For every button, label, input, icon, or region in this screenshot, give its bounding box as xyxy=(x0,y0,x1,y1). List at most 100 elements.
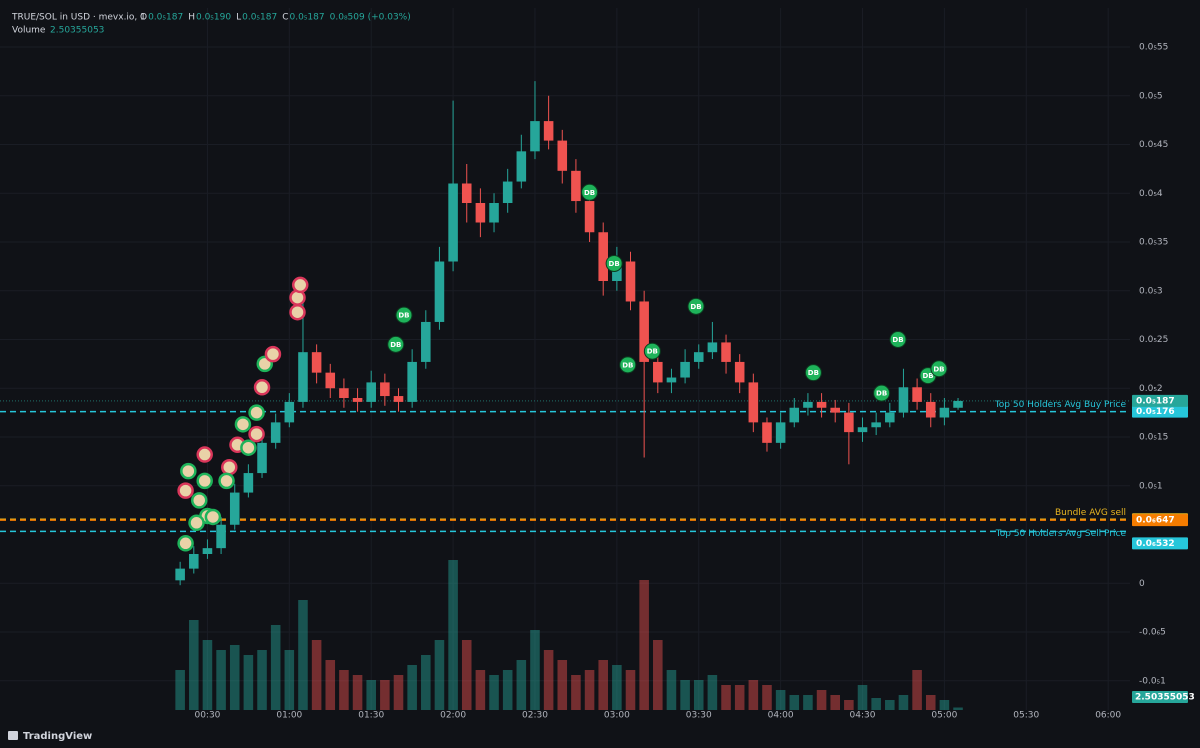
candle-body xyxy=(311,352,322,373)
db-marker-label: DB xyxy=(690,303,701,311)
db-marker-label: DB xyxy=(609,260,620,268)
trade-marker xyxy=(177,482,194,499)
trade-marker xyxy=(264,345,282,363)
db-marker xyxy=(643,342,661,360)
volume-bar xyxy=(885,700,895,710)
volume-bar xyxy=(407,665,417,710)
db-marker xyxy=(619,356,637,374)
x-tick-label: 05:30 xyxy=(1013,711,1039,721)
volume-bar xyxy=(598,660,608,710)
y-tick-label: 0.0₅1 xyxy=(1139,481,1163,491)
y-tick-label: 0.0₅25 xyxy=(1139,335,1168,345)
volume-bar xyxy=(530,630,540,710)
price-tag-label: 0.0₅187 xyxy=(1136,396,1175,406)
volume-bar xyxy=(693,680,704,710)
ohlc-text: 0.0₅190 xyxy=(196,13,231,23)
price-tag xyxy=(1132,514,1188,527)
candle-body xyxy=(598,232,608,281)
volume-bar xyxy=(721,685,731,710)
candle-body xyxy=(243,473,254,493)
db-marker-label: DB xyxy=(390,341,401,349)
candle-body xyxy=(380,382,390,397)
candle-body xyxy=(844,412,854,433)
candle-body xyxy=(803,401,813,408)
candle-body xyxy=(925,401,936,418)
y-tick-label: 0.0₅2 xyxy=(1139,384,1163,394)
volume-bar xyxy=(366,680,376,710)
candle-body xyxy=(584,201,595,233)
x-tick-label: 05:00 xyxy=(931,711,957,721)
candle-body xyxy=(257,442,267,474)
candle-body xyxy=(912,387,922,402)
y-tick-label: 0.0₅4 xyxy=(1139,189,1163,199)
volume-bar xyxy=(270,625,281,710)
volume-bar xyxy=(202,640,213,710)
brand-name: TradingView xyxy=(23,731,92,742)
candle-body xyxy=(653,361,663,383)
candle-body xyxy=(775,422,786,443)
db-marker-label: DB xyxy=(622,361,633,369)
x-tick-label: 01:30 xyxy=(358,711,384,721)
x-tick-label: 02:30 xyxy=(522,711,548,721)
symbol: TRUE/SOL in USD · mevx.io, 1 xyxy=(11,13,146,23)
volume-bar xyxy=(352,675,363,710)
trade-marker xyxy=(253,379,271,396)
volume-bar xyxy=(953,707,963,710)
db-marker xyxy=(395,306,413,324)
x-tick-label: 04:30 xyxy=(850,711,876,721)
price-tag-label: 0.0₅176 xyxy=(1136,407,1175,417)
volume-bar xyxy=(830,695,840,710)
volume-bar xyxy=(461,640,472,710)
trade-marker xyxy=(191,492,208,509)
price-tag-label: 0.0₆532 xyxy=(1136,539,1175,549)
db-marker xyxy=(605,254,623,272)
candle-body xyxy=(625,261,636,302)
trade-marker xyxy=(240,439,257,456)
volume-bar xyxy=(448,560,458,710)
db-marker-label: DB xyxy=(647,348,658,356)
candle-body xyxy=(666,377,677,383)
y-tick-label: 0 xyxy=(1139,579,1145,589)
y-tick-label: 0.0₅35 xyxy=(1139,238,1168,248)
trade-marker xyxy=(289,303,306,321)
candle-body xyxy=(229,492,240,525)
trade-marker xyxy=(188,514,205,532)
candle-body xyxy=(707,342,718,353)
db-marker-label: DB xyxy=(584,189,595,197)
candle-body xyxy=(734,361,745,383)
candle-body xyxy=(216,524,226,549)
candle-body xyxy=(325,372,336,389)
volume-bar xyxy=(748,680,759,710)
db-marker-label: DB xyxy=(876,390,887,398)
trade-marker xyxy=(196,472,213,490)
db-marker xyxy=(581,183,599,201)
db-marker xyxy=(889,331,907,348)
price-tag-label: 0.0₆647 xyxy=(1136,516,1175,526)
price-tag xyxy=(1132,405,1188,418)
ohlc-text: O xyxy=(140,13,147,23)
ohlc-text: 0.0₅187 xyxy=(290,13,325,23)
volume-tag-label: 2.50355053 xyxy=(1135,693,1195,703)
trade-marker xyxy=(248,404,265,421)
candle-body xyxy=(407,361,417,402)
candle-body xyxy=(693,352,704,362)
volume-bar xyxy=(666,670,677,710)
candle-body xyxy=(816,401,827,408)
candles xyxy=(175,81,963,586)
candle-body xyxy=(885,412,895,423)
ohlc-text: H xyxy=(188,13,195,23)
candle-body xyxy=(530,121,540,152)
volume-value: 2.50355053 xyxy=(50,26,104,36)
volume-bar xyxy=(584,670,595,710)
candle-body xyxy=(571,170,581,202)
volume-bar xyxy=(257,650,267,710)
price-tag xyxy=(1132,394,1188,407)
x-tick-label: 04:00 xyxy=(768,711,794,721)
volume-bar xyxy=(421,655,431,710)
candle-body xyxy=(871,422,881,428)
volume-bar xyxy=(939,700,950,710)
volume-bar xyxy=(489,675,499,710)
volume-bar xyxy=(475,670,486,710)
